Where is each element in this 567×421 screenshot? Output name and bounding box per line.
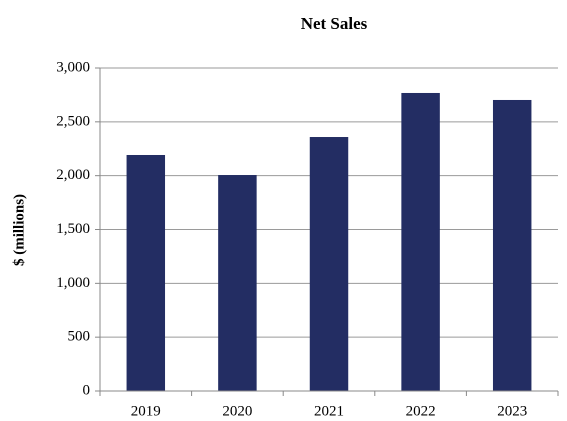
x-tick-label: 2022: [406, 403, 436, 419]
bar: [309, 137, 349, 391]
bar: [126, 154, 166, 391]
y-tick-label: 0: [83, 382, 91, 398]
bar: [218, 175, 257, 391]
bar: [492, 99, 532, 392]
y-tick-label: 500: [68, 329, 91, 345]
x-tick-label: 2019: [131, 403, 161, 419]
x-tick-label: 2021: [314, 403, 344, 419]
x-tick-label: 2023: [497, 403, 527, 419]
y-tick-label: 2,500: [56, 113, 90, 129]
y-tick-label: 2,000: [56, 167, 90, 183]
y-axis-label: $ (millions): [11, 194, 27, 266]
y-tick-label: 1,500: [56, 221, 90, 237]
bar: [401, 92, 440, 391]
x-tick-label: 2020: [222, 403, 252, 419]
y-tick-label: 1,000: [56, 275, 90, 291]
chart-title: Net Sales: [301, 14, 368, 33]
y-tick-label: 3,000: [56, 59, 90, 75]
